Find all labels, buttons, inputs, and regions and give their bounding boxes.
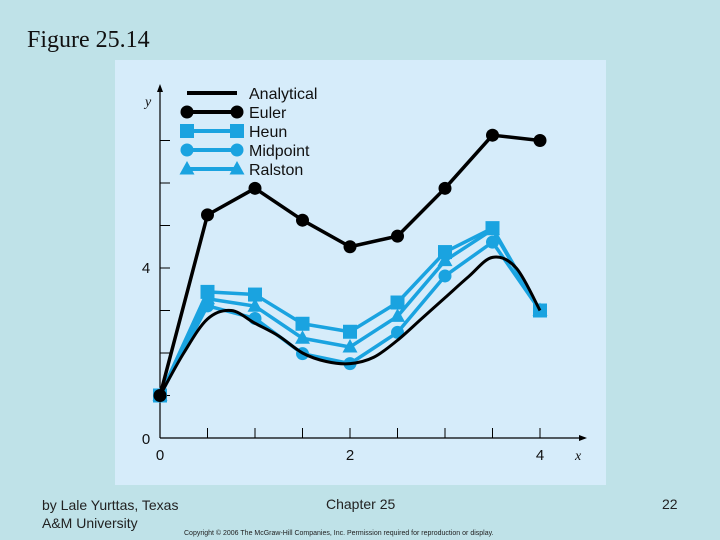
- legend-label-euler: Euler: [249, 105, 287, 122]
- x-axis-label: x: [574, 449, 582, 464]
- series-line-analytical: [158, 255, 542, 397]
- x-tick-label: 2: [346, 447, 354, 464]
- data-point-ralston: [437, 252, 453, 267]
- legend-marker-ralston: [179, 161, 195, 175]
- page-number: 22: [662, 496, 678, 512]
- series-line-euler: [158, 133, 541, 396]
- y-tick-label: 4: [142, 260, 150, 277]
- series-euler: [153, 128, 547, 402]
- chart-svg: 0 2 4 0 4 x y Analytical Euler Heun Midpoint Ralst…: [142, 84, 587, 464]
- legend-item-ralston: Ralston: [179, 161, 303, 179]
- data-point-heun: [248, 287, 262, 302]
- legend-marker-heun: [230, 124, 244, 138]
- legend-marker-midpoint: [230, 143, 244, 157]
- legend-item-midpoint: Midpoint: [180, 143, 310, 160]
- legend-label-heun: Heun: [249, 124, 287, 141]
- data-point-euler: [153, 389, 167, 402]
- data-point-euler: [296, 213, 309, 227]
- legend-marker-midpoint: [180, 143, 194, 157]
- y-axis-label: y: [143, 95, 152, 110]
- data-point-ralston: [295, 330, 310, 344]
- legend-item-euler: Euler: [180, 105, 287, 122]
- author-credit: by Lale Yurttas, Texas A&M University: [42, 496, 178, 532]
- x-tick-label: 0: [156, 447, 164, 464]
- series-line-midpoint: [158, 240, 542, 397]
- data-point-euler: [201, 208, 214, 222]
- y-tick-label: 0: [142, 431, 150, 448]
- data-point-euler: [343, 240, 357, 254]
- data-point-heun: [438, 245, 452, 260]
- chart-series-layer: [152, 128, 548, 403]
- figure-title: Figure 25.14: [27, 27, 150, 53]
- x-tick-label: 4: [536, 447, 544, 464]
- legend-label-ralston: Ralston: [249, 162, 303, 179]
- legend-label-midpoint: Midpoint: [249, 143, 310, 160]
- y-axis-arrow: [157, 84, 163, 92]
- data-point-heun: [343, 324, 357, 339]
- chart-legend: Analytical Euler Heun Midpoint Ralston: [179, 86, 317, 179]
- chart-panel: 0 2 4 0 4 x y Analytical Euler Heun Midpoint Ralst…: [115, 60, 606, 485]
- legend-marker-heun: [180, 124, 194, 138]
- data-point-ralston: [390, 308, 405, 322]
- legend-marker-ralston: [229, 161, 245, 175]
- data-point-euler: [533, 134, 547, 147]
- data-point-heun: [485, 221, 500, 236]
- data-point-euler: [438, 181, 452, 195]
- data-point-euler: [248, 181, 262, 195]
- data-point-ralston: [342, 339, 358, 353]
- data-point-midpoint: [486, 235, 499, 249]
- data-point-euler: [391, 229, 404, 243]
- series-analytical: [158, 255, 542, 397]
- legend-marker-euler: [180, 105, 194, 119]
- data-point-heun: [390, 295, 405, 310]
- chapter-label: Chapter 25: [326, 496, 396, 512]
- data-point-ralston: [247, 298, 263, 312]
- data-point-heun: [200, 284, 215, 299]
- author-line-2: A&M University: [42, 515, 138, 531]
- author-line-1: by Lale Yurttas, Texas: [42, 497, 179, 513]
- legend-item-analytical: Analytical: [187, 86, 317, 103]
- x-axis-arrow: [579, 435, 587, 441]
- data-point-euler: [486, 128, 499, 142]
- data-point-midpoint: [438, 269, 452, 283]
- copyright-notice: Copyright © 2006 The McGraw-Hill Compani…: [184, 530, 494, 537]
- data-point-heun: [295, 316, 310, 331]
- legend-marker-euler: [230, 105, 244, 119]
- legend-item-heun: Heun: [180, 124, 287, 141]
- legend-label-analytical: Analytical: [249, 86, 317, 103]
